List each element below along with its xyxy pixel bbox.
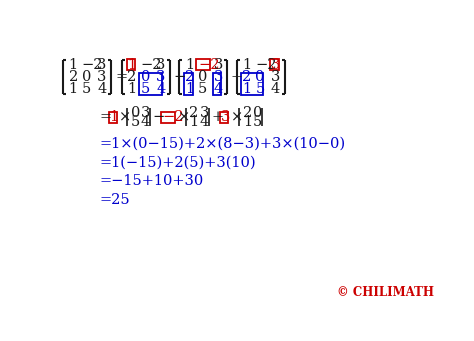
Text: +: + [211,110,223,124]
Text: 1: 1 [185,83,194,97]
Text: =: = [100,110,112,124]
Bar [213,73,221,95]
Text: ×: × [178,110,190,124]
Text: −2: −2 [141,58,162,72]
Text: −: − [152,110,164,124]
Text: 5: 5 [141,83,150,97]
Bar [127,59,135,70]
Text: −2: −2 [82,58,103,72]
Text: 0: 0 [82,70,91,84]
Text: 0: 0 [198,70,207,84]
Text: 1: 1 [242,83,251,97]
Text: 0: 0 [141,70,150,84]
Text: 2: 2 [190,105,199,120]
Text: 3: 3 [141,105,150,120]
Text: −2: −2 [198,58,219,72]
Text: 1: 1 [128,58,137,72]
Text: 1: 1 [69,58,78,72]
Text: 5: 5 [253,115,262,129]
Text: −2: −2 [255,58,277,72]
Text: 4: 4 [156,83,165,97]
Text: 3: 3 [271,70,280,84]
Text: 3: 3 [213,70,223,84]
Text: =−15+10+30: =−15+10+30 [100,174,204,188]
Bar [139,73,162,95]
Text: +: + [230,70,243,84]
Text: 0: 0 [253,105,263,120]
Text: 2: 2 [242,70,251,84]
Bar [161,112,175,122]
Text: 0: 0 [130,105,140,120]
Text: 3: 3 [271,58,280,72]
Text: ×: × [119,110,131,124]
Text: © CHILIMATH: © CHILIMATH [337,286,434,299]
Text: 1: 1 [109,110,119,124]
Bar [184,73,192,95]
Bar [196,59,210,70]
Text: 3: 3 [156,58,165,72]
Text: −: − [173,70,185,84]
Text: 4: 4 [213,83,223,97]
Text: 5: 5 [255,83,264,97]
Text: 5: 5 [130,115,140,129]
Text: 1: 1 [185,58,194,72]
Bar [219,112,228,122]
Text: 3: 3 [200,105,209,120]
Text: 1: 1 [128,83,137,97]
Bar [241,73,263,95]
Text: 1: 1 [69,83,78,97]
Text: 4: 4 [200,115,209,129]
Text: ×: × [230,110,243,124]
Text: =25: =25 [100,193,130,207]
Text: 1: 1 [242,58,251,72]
Text: 1: 1 [190,115,199,129]
Text: =1×(0−15)+2×(8−3)+3×(10−0): =1×(0−15)+2×(8−3)+3×(10−0) [100,137,346,151]
Text: 3: 3 [156,70,165,84]
Text: 4: 4 [271,83,280,97]
Bar [270,59,279,70]
Text: 2: 2 [243,105,252,120]
Text: 3: 3 [97,58,107,72]
Text: =: = [116,70,128,84]
Bar [109,112,118,122]
Text: 2: 2 [128,70,137,84]
Text: =1(−15)+2(5)+3(10): =1(−15)+2(5)+3(10) [100,155,256,169]
Text: 3: 3 [213,58,223,72]
Text: 3: 3 [220,110,230,124]
Text: 4: 4 [97,83,107,97]
Text: 1: 1 [243,115,252,129]
Text: 3: 3 [97,70,107,84]
Text: 5: 5 [82,83,91,97]
Text: −2: −2 [162,110,184,124]
Text: 2: 2 [69,70,78,84]
Text: 5: 5 [198,83,207,97]
Text: 0: 0 [255,70,264,84]
Text: 4: 4 [141,115,150,129]
Text: 2: 2 [185,70,194,84]
